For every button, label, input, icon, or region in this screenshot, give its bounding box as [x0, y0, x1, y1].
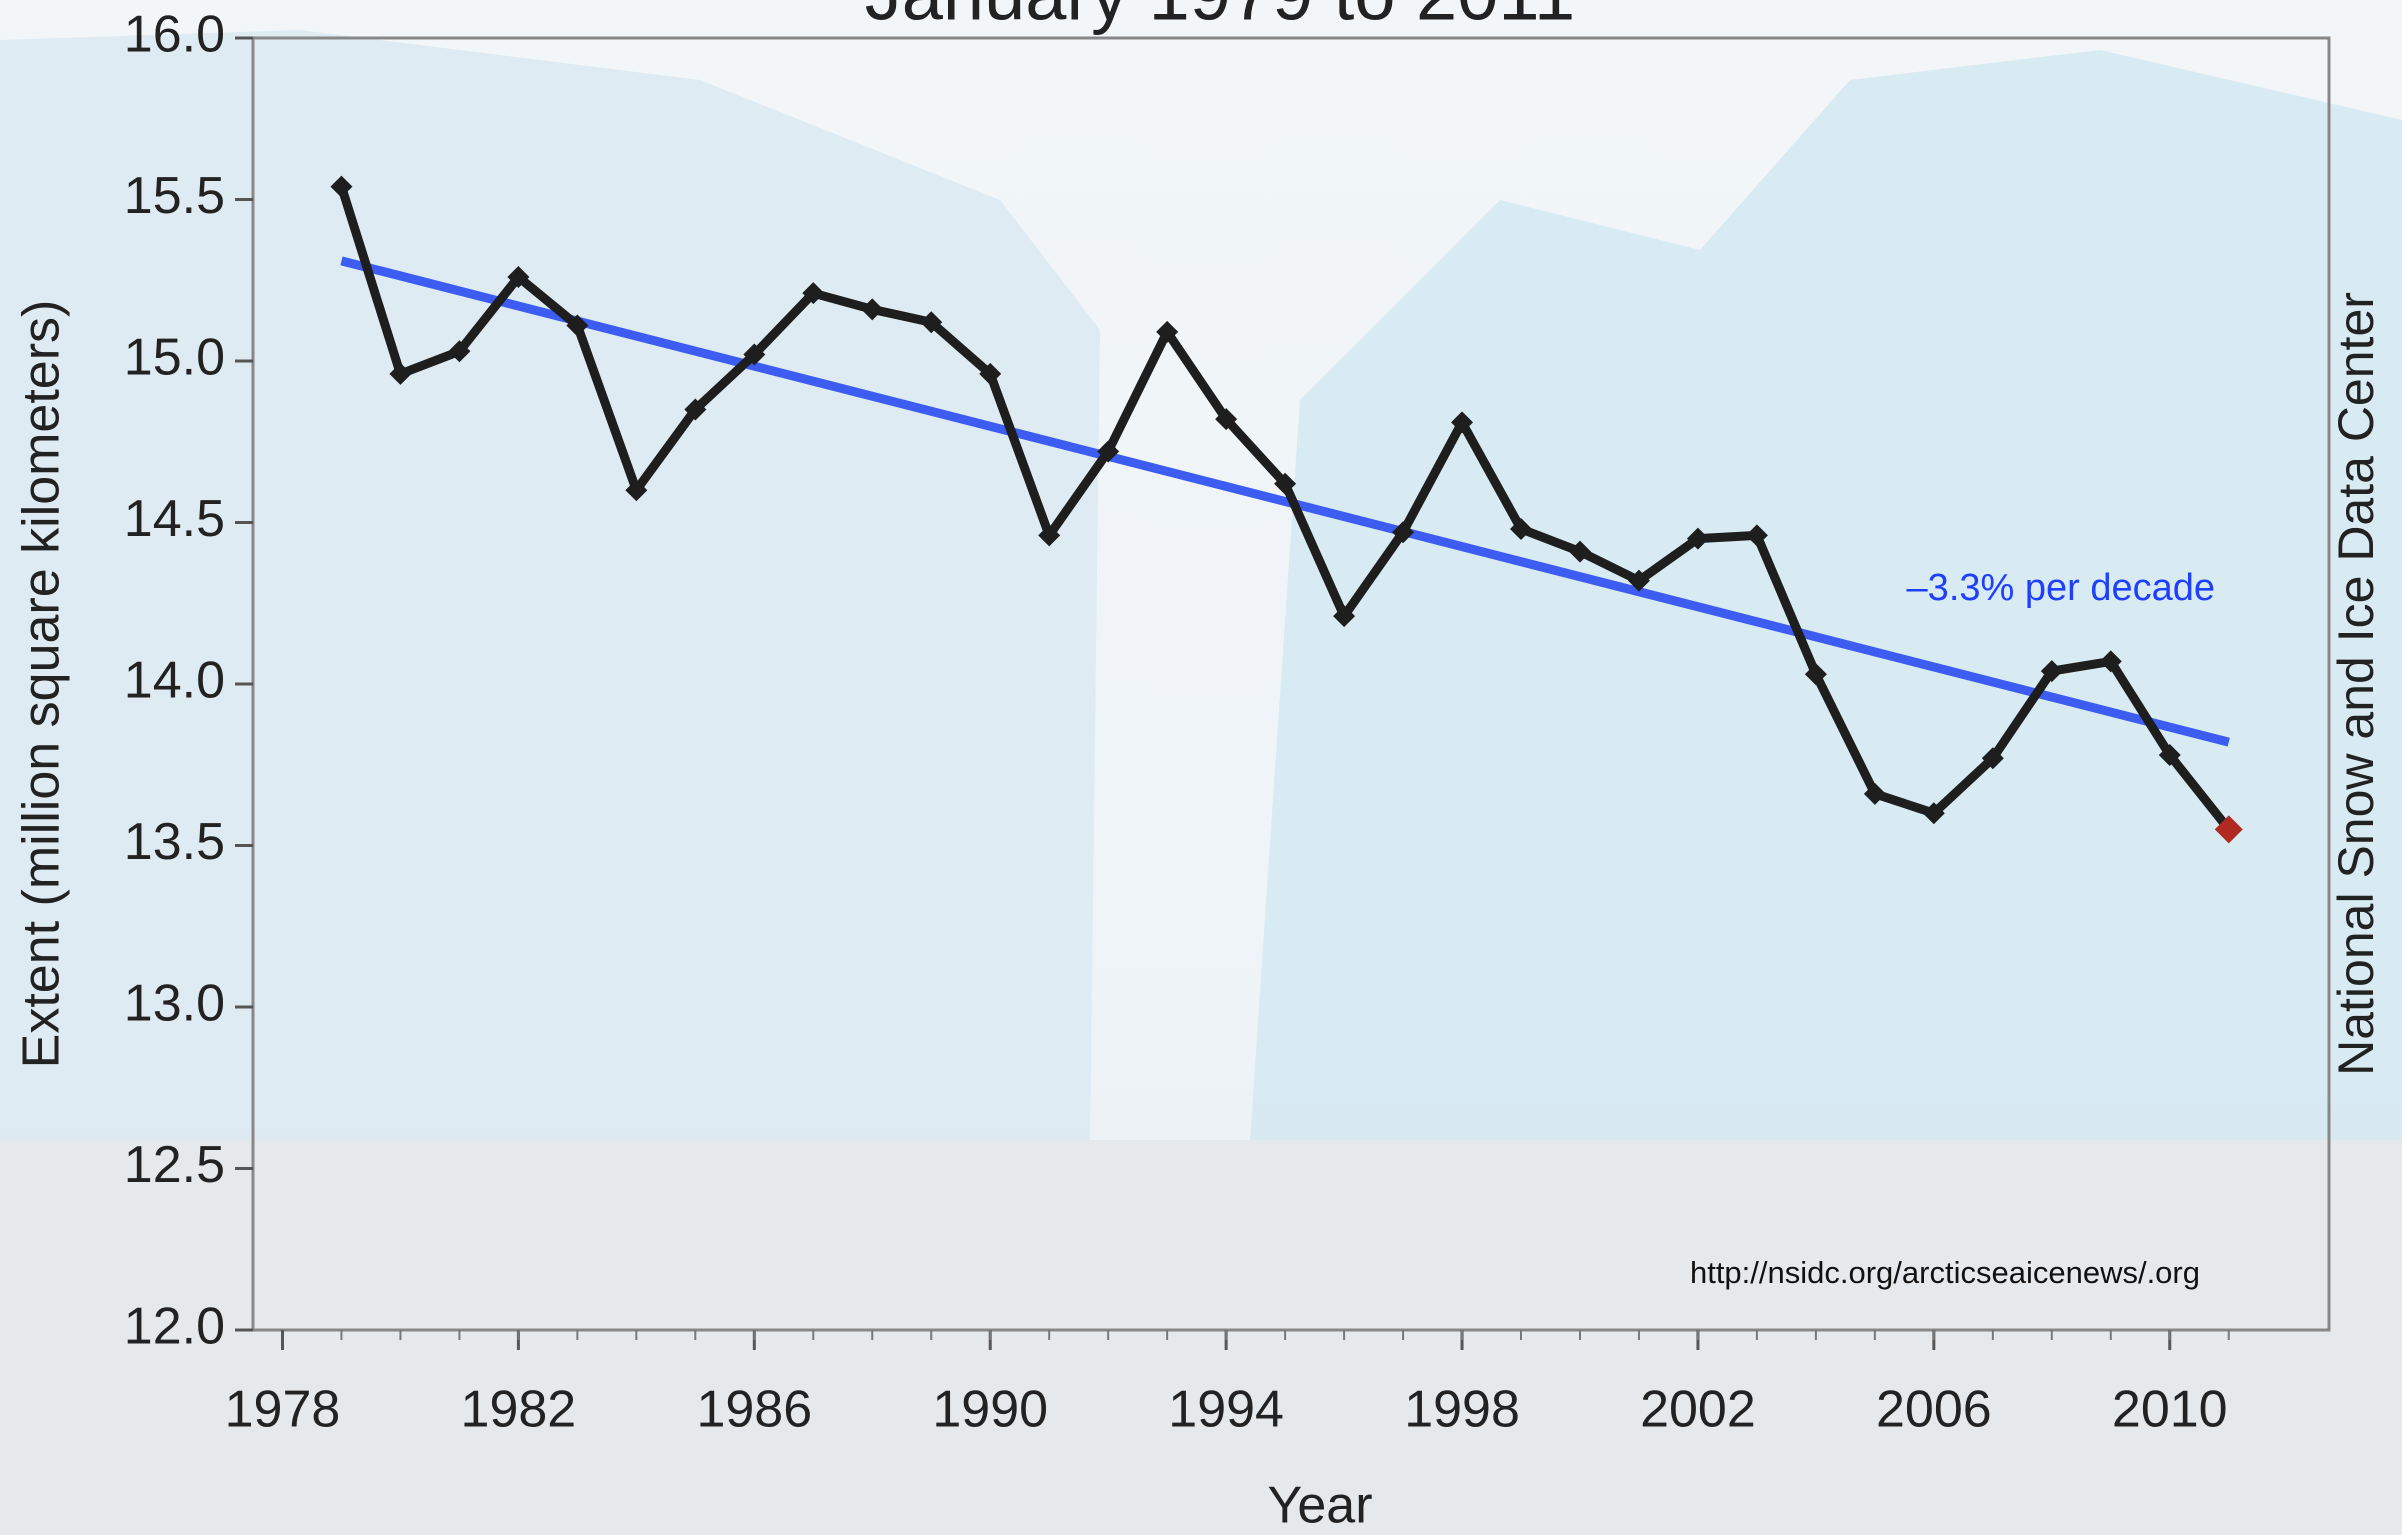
data-marker — [684, 398, 707, 421]
data-marker — [448, 340, 471, 363]
iceberg-left — [0, 30, 1100, 1150]
trend-annotation: –3.3% per decade — [1907, 567, 2215, 609]
y-tick-label: 16.0 — [124, 6, 225, 64]
data-marker — [625, 479, 648, 502]
data-marker — [1627, 569, 1650, 592]
y-tick-label: 12.5 — [124, 1136, 225, 1194]
data-marker — [1451, 411, 1474, 434]
url-label: http://nsidc.org/arcticseaicenews/.org — [1690, 1255, 2200, 1290]
x-tick-label: 1998 — [1404, 1381, 1520, 1439]
data-marker — [507, 266, 530, 289]
x-tick-label: 2006 — [1876, 1381, 1992, 1439]
y-tick-label: 13.5 — [124, 813, 225, 871]
y-tick-label: 14.5 — [124, 490, 225, 548]
x-tick-label: 1982 — [461, 1381, 577, 1439]
y-tick-label: 12.0 — [124, 1298, 225, 1356]
data-marker — [2158, 744, 2181, 767]
data-marker — [802, 282, 825, 305]
data-marker — [389, 362, 412, 385]
data-marker — [1981, 747, 2004, 770]
data-marker — [1215, 408, 1238, 431]
y-tick-label: 15.0 — [124, 329, 225, 387]
x-tick-label: 1978 — [225, 1381, 341, 1439]
x-tick-label: 1986 — [696, 1381, 812, 1439]
data-marker — [1510, 517, 1533, 540]
data-marker — [861, 298, 884, 321]
data-marker — [1097, 440, 1120, 463]
source-label: National Snow and Ice Data Center — [2328, 292, 2384, 1076]
data-marker — [1863, 782, 1886, 805]
data-marker — [1333, 605, 1356, 628]
data-marker — [1156, 320, 1179, 343]
data-marker — [1804, 663, 1827, 686]
data-marker — [2099, 650, 2122, 673]
data-marker — [1745, 524, 1768, 547]
x-axis-label: Year — [1267, 1477, 1372, 1535]
x-tick-label: 1994 — [1168, 1381, 1284, 1439]
x-tick-label: 1990 — [932, 1381, 1048, 1439]
y-axis-label: Extent (million square kilometers) — [13, 300, 71, 1069]
chart-title: January 1979 to 2011 — [865, 0, 1575, 36]
water — [0, 1140, 2402, 1535]
data-marker — [743, 343, 766, 366]
data-marker — [979, 362, 1002, 385]
data-marker — [566, 314, 589, 337]
data-marker — [1568, 540, 1591, 563]
trend-line — [340, 256, 2230, 747]
data-marker — [1686, 527, 1709, 550]
y-tick-label: 15.5 — [124, 167, 225, 225]
data-marker — [1922, 802, 1945, 825]
data-marker — [1274, 472, 1297, 495]
data-marker — [920, 311, 943, 334]
y-tick-label: 14.0 — [124, 652, 225, 710]
data-marker — [1038, 524, 1061, 547]
data-marker — [2214, 815, 2243, 844]
y-tick-label: 13.0 — [124, 975, 225, 1033]
x-tick-label: 2010 — [2112, 1381, 2228, 1439]
iceberg-right — [1250, 50, 2402, 1140]
data-marker — [1392, 521, 1415, 544]
x-tick-label: 2002 — [1640, 1381, 1756, 1439]
data-marker — [2040, 660, 2063, 683]
data-marker — [330, 175, 353, 198]
